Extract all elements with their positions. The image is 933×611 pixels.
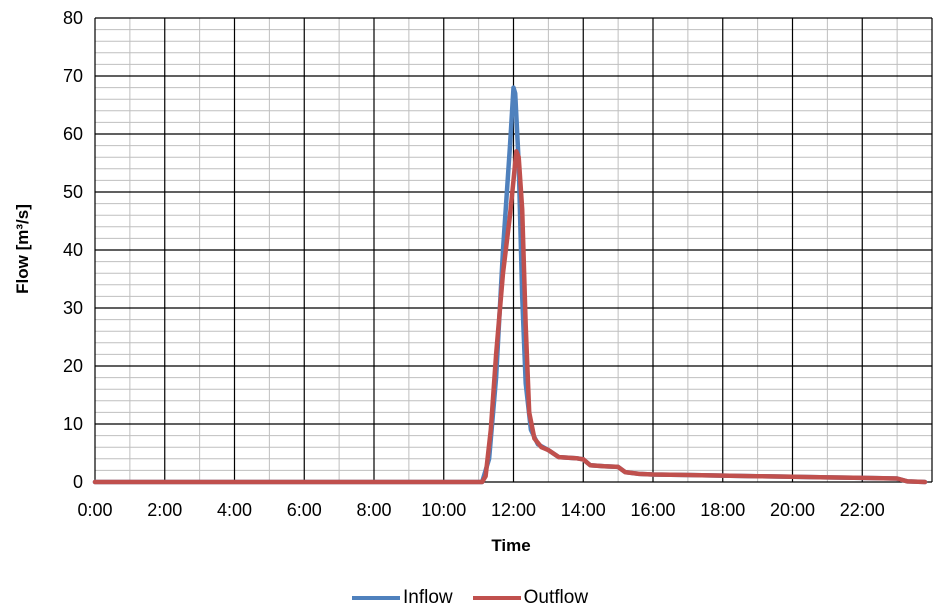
x-tick-label: 2:00	[147, 500, 182, 520]
x-tick-label: 10:00	[421, 500, 466, 520]
legend-label-inflow: Inflow	[403, 587, 453, 608]
y-tick-label: 50	[63, 182, 83, 202]
y-tick-label: 30	[63, 298, 83, 318]
x-tick-label: 20:00	[770, 500, 815, 520]
series-lines	[92, 85, 928, 485]
y-tick-label: 10	[63, 414, 83, 434]
y-tick-label: 80	[63, 8, 83, 28]
legend-swatch-inflow	[352, 596, 400, 600]
x-tick-label: 8:00	[356, 500, 391, 520]
y-tick-label: 70	[63, 66, 83, 86]
x-tick-label: 22:00	[840, 500, 885, 520]
x-tick-label: 18:00	[700, 500, 745, 520]
x-tick-label: 12:00	[491, 500, 536, 520]
x-tick-label: 14:00	[561, 500, 606, 520]
x-tick-labels: 0:00 2:00 4:00 6:00 8:00 10:00 12:00 14:00 16:00…	[77, 500, 884, 520]
x-tick-label: 0:00	[77, 500, 112, 520]
legend-swatch-outflow	[472, 596, 521, 600]
y-tick-labels: 0 10 20 30 40 50 60 70 80	[63, 8, 83, 492]
legend-label-outflow: Outflow	[523, 587, 589, 608]
y-tick-label: 60	[63, 124, 83, 144]
y-tick-label: 40	[63, 240, 83, 260]
x-tick-label: 16:00	[630, 500, 675, 520]
x-tick-label: 6:00	[287, 500, 322, 520]
y-tick-label: 0	[73, 472, 83, 492]
legend: Inflow Outflow	[352, 586, 608, 610]
x-axis-title: Time	[491, 536, 530, 555]
y-tick-label: 20	[63, 356, 83, 376]
x-tick-label: 4:00	[217, 500, 252, 520]
legend-item-inflow: Inflow	[352, 587, 453, 609]
y-axis-title: Flow [m³/s]	[13, 204, 32, 294]
legend-item-outflow: Outflow	[472, 587, 589, 609]
series-line-outflow	[92, 149, 928, 485]
